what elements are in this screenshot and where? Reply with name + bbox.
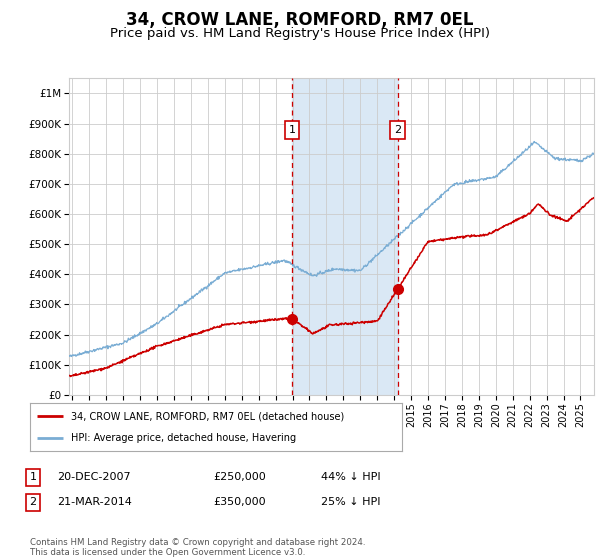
Text: Contains HM Land Registry data © Crown copyright and database right 2024.
This d: Contains HM Land Registry data © Crown c… — [30, 538, 365, 557]
Text: 25% ↓ HPI: 25% ↓ HPI — [321, 497, 380, 507]
Text: 2: 2 — [29, 497, 37, 507]
Text: 2: 2 — [394, 125, 401, 134]
Text: 20-DEC-2007: 20-DEC-2007 — [57, 472, 131, 482]
Text: 34, CROW LANE, ROMFORD, RM7 0EL (detached house): 34, CROW LANE, ROMFORD, RM7 0EL (detache… — [71, 411, 344, 421]
Text: 1: 1 — [289, 125, 296, 134]
Text: HPI: Average price, detached house, Havering: HPI: Average price, detached house, Have… — [71, 433, 296, 443]
Text: 44% ↓ HPI: 44% ↓ HPI — [321, 472, 380, 482]
Text: 34, CROW LANE, ROMFORD, RM7 0EL: 34, CROW LANE, ROMFORD, RM7 0EL — [126, 11, 474, 29]
Text: £250,000: £250,000 — [213, 472, 266, 482]
Text: 21-MAR-2014: 21-MAR-2014 — [57, 497, 132, 507]
Text: 1: 1 — [29, 472, 37, 482]
Text: Price paid vs. HM Land Registry's House Price Index (HPI): Price paid vs. HM Land Registry's House … — [110, 27, 490, 40]
Text: £350,000: £350,000 — [213, 497, 266, 507]
Bar — [292, 78, 398, 395]
